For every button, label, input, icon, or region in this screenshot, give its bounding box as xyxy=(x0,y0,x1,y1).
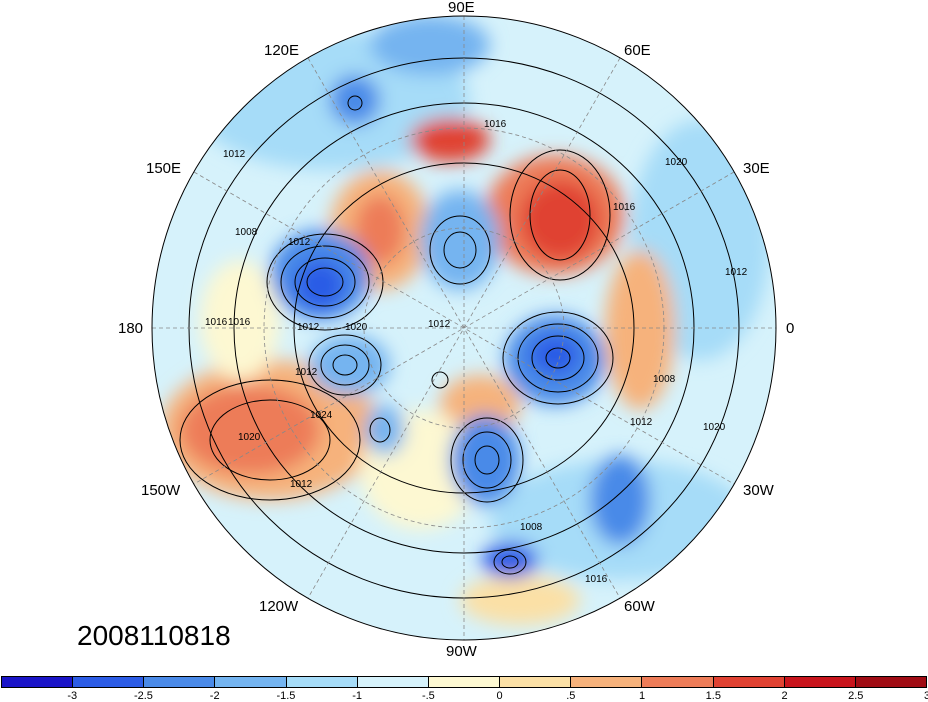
contour-label: 1020 xyxy=(703,422,726,433)
contour-label: 1012 xyxy=(295,367,318,378)
contour-label: 1016 xyxy=(484,119,507,130)
colorbar-swatch xyxy=(2,677,74,687)
contour-label: 1016 xyxy=(585,574,608,585)
contour-label: 1012 xyxy=(725,267,748,278)
colorbar-swatch xyxy=(571,677,643,687)
contour-label: 1012 xyxy=(290,479,313,490)
lon-label-60w: 60W xyxy=(624,598,655,615)
colorbar xyxy=(1,676,927,688)
contour-label: 1020 xyxy=(665,157,688,168)
colorbar-swatch xyxy=(215,677,287,687)
colorbar-swatch xyxy=(784,677,856,687)
lon-label-30w: 30W xyxy=(743,482,774,499)
lon-label-180: 180 xyxy=(118,320,144,337)
colorbar-swatch xyxy=(500,677,572,687)
date-stamp: 2008110818 xyxy=(77,620,231,651)
contour-label: 1012 xyxy=(288,237,311,248)
map-boundary xyxy=(151,15,777,641)
lon-label-0: 0 xyxy=(786,320,795,337)
colorbar-tick-label: -1 xyxy=(352,690,363,702)
lon-label-120e: 120E xyxy=(264,42,300,59)
colorbar-tick-label: 1.5 xyxy=(705,690,721,702)
graticule xyxy=(152,16,776,640)
contour-label-layer: 1016 1012 1008 1012 1016 1012 1020 1012 1020 1016… xyxy=(205,119,748,585)
contour-label: 1024 xyxy=(310,410,333,421)
colorbar-swatch xyxy=(357,677,429,687)
contour-label: 1008 xyxy=(653,374,676,385)
lon-label-150w: 150W xyxy=(141,482,181,499)
lon-label-60e: 60E xyxy=(624,42,651,59)
colorbar-swatch xyxy=(713,677,785,687)
contour-label: 1012 xyxy=(223,149,246,160)
lon-label-150e: 150E xyxy=(146,160,182,177)
contour-label: 1020 xyxy=(238,432,261,443)
colorbar-tick-label: -1.5 xyxy=(276,690,296,702)
colorbar-tick-label: -2.5 xyxy=(133,690,153,702)
lon-label-90w: 90W xyxy=(446,643,477,660)
colorbar-tick-label: 3 xyxy=(923,690,928,702)
colorbar-tick-label: -.5 xyxy=(421,690,435,702)
colorbar-tick-label: 2.5 xyxy=(848,690,864,702)
colorbar-tick-label: 2 xyxy=(781,690,788,702)
colorbar-swatch xyxy=(286,677,358,687)
colorbar-tick-label: -3 xyxy=(67,690,78,702)
contour-label: 1012 xyxy=(297,322,320,333)
colorbar-swatch xyxy=(73,677,145,687)
lon-label-90e: 90E xyxy=(448,0,475,16)
colorbar-swatch xyxy=(144,677,216,687)
contour-label: 1008 xyxy=(235,227,258,238)
contour-label: 1016 xyxy=(613,202,636,213)
contour-label: 1008 xyxy=(520,522,543,533)
lon-label-30e: 30E xyxy=(743,160,770,177)
colorbar-tick-label: -2 xyxy=(209,690,220,702)
colorbar-swatch xyxy=(428,677,501,687)
colorbar-tick-label: 1 xyxy=(639,690,646,702)
lon-label-120w: 120W xyxy=(259,598,299,615)
colorbar-swatch xyxy=(855,677,927,687)
anomaly-shading xyxy=(160,16,770,625)
colorbar-swatch xyxy=(642,677,714,687)
colorbar-tick-label: 0 xyxy=(496,690,503,702)
contour-label: 1016 xyxy=(205,317,228,328)
contour-label: 1012 xyxy=(630,417,653,428)
contour-label: 1016 xyxy=(228,317,251,328)
contour-label: 1020 xyxy=(345,322,368,333)
contour-label: 1012 xyxy=(428,319,451,330)
colorbar-tick-label: .5 xyxy=(566,690,576,702)
